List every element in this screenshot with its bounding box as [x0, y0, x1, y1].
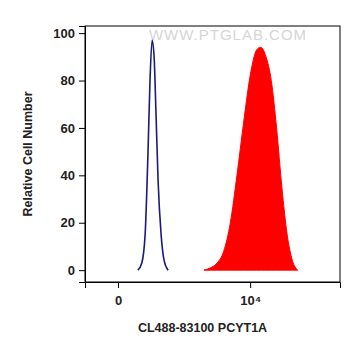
- y-tick-mark: [79, 223, 85, 224]
- y-tick-mark: [79, 270, 85, 271]
- y-tick: 60: [61, 121, 85, 136]
- y-tick-mark: [79, 175, 85, 176]
- y-tick: 0: [68, 263, 85, 278]
- y-tick-label: 80: [61, 73, 75, 88]
- x-axis-title: CL488-83100 PCYT1A: [138, 321, 267, 335]
- y-tick: 20: [61, 215, 85, 230]
- y-axis-title: Relative Cell Number: [21, 91, 35, 216]
- x-tick-mark: [250, 282, 251, 288]
- y-tick-label: 60: [61, 121, 75, 136]
- y-tick-mark: [79, 33, 85, 34]
- histogram-area: [204, 47, 298, 270]
- y-tick: 40: [61, 168, 85, 183]
- y-tick-label: 20: [61, 215, 75, 230]
- watermark: WWW.PTGLAB.COM: [149, 26, 307, 43]
- plot-frame: [85, 26, 340, 282]
- y-axis-line: [79, 27, 86, 283]
- y-tick-label: 40: [61, 168, 75, 183]
- x-tick-label: 10⁴: [240, 293, 261, 308]
- plot-area: [138, 40, 298, 270]
- x-axis: 0 10⁴: [86, 282, 341, 308]
- y-tick-mark: [79, 128, 85, 129]
- histogram-line: [138, 40, 168, 270]
- chart: WWW.PTGLAB.COM 0 10⁴ 0 20 40 60 80 100 CL488-8310…: [0, 0, 361, 356]
- x-tick-mark: [118, 282, 119, 288]
- y-tick: 80: [61, 73, 85, 88]
- y-tick-mark: [79, 81, 85, 82]
- y-tick-label: 0: [68, 263, 75, 278]
- x-tick: 10⁴: [240, 282, 261, 308]
- x-tick-label: 0: [115, 293, 122, 308]
- y-tick: 100: [53, 26, 85, 41]
- y-tick-label: 100: [53, 26, 75, 41]
- x-axis-line: [86, 283, 341, 289]
- x-tick: 0: [115, 282, 122, 308]
- y-axis: 0 20 40 60 80 100: [53, 26, 85, 283]
